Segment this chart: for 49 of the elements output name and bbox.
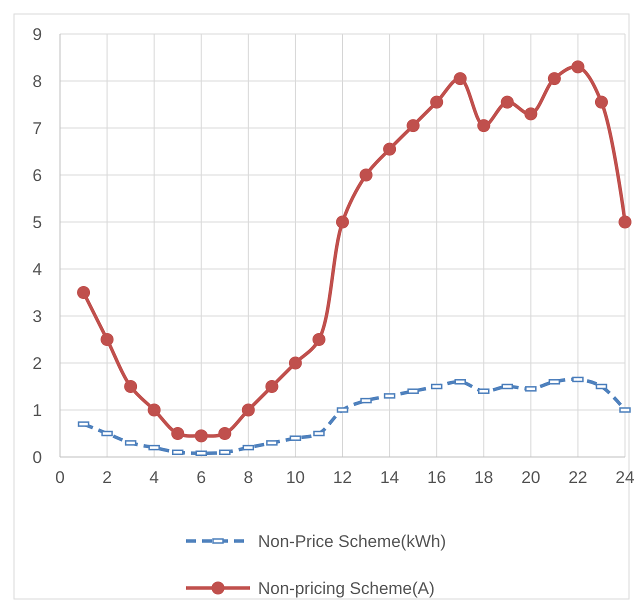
x-tick-label: 24 <box>616 468 634 487</box>
point <box>360 168 373 182</box>
x-tick-label: 6 <box>196 468 206 487</box>
point <box>406 119 420 132</box>
point <box>218 427 232 440</box>
x-tick-label: 18 <box>474 468 494 487</box>
y-tick-label: 5 <box>32 212 42 232</box>
y-tick-label: 8 <box>32 72 42 91</box>
point <box>430 96 444 109</box>
point <box>477 119 490 132</box>
x-tick-label: 4 <box>149 468 159 487</box>
y-tick-label: 3 <box>32 306 42 326</box>
point <box>618 216 632 228</box>
point <box>594 96 608 109</box>
x-tick-label: 10 <box>286 468 305 487</box>
x-tick-label: 20 <box>521 468 540 487</box>
x-tick-label: 16 <box>427 468 446 487</box>
point <box>524 107 538 120</box>
point <box>288 356 302 370</box>
x-tick-label: 22 <box>568 468 588 487</box>
legend-label: Non-Price Scheme(kWh) <box>258 532 446 551</box>
x-tick-label: 8 <box>244 468 254 487</box>
y-tick-label: 6 <box>32 166 42 185</box>
point <box>100 333 114 346</box>
x-tick-label: 0 <box>55 468 65 487</box>
x-tick-label: 2 <box>102 468 112 487</box>
point <box>194 429 208 442</box>
point <box>548 72 561 86</box>
point <box>171 427 184 440</box>
point <box>571 60 584 74</box>
y-tick-label: 1 <box>32 400 42 420</box>
y-tick-label: 4 <box>32 260 42 279</box>
legend-label: Non-pricing Scheme(A) <box>258 578 435 598</box>
point <box>148 404 161 416</box>
x-tick-label: 14 <box>380 468 400 487</box>
y-tick-label: 0 <box>32 448 42 467</box>
y-tick-label: 2 <box>32 354 42 373</box>
point <box>77 286 90 299</box>
point <box>454 72 467 86</box>
point <box>265 380 278 393</box>
point <box>312 333 326 346</box>
point <box>500 96 514 109</box>
point <box>242 404 255 416</box>
y-tick-label: 7 <box>32 118 42 138</box>
x-tick-label: 12 <box>333 468 352 487</box>
y-tick-label: 9 <box>32 24 42 44</box>
point <box>383 142 396 156</box>
point <box>336 216 349 228</box>
point <box>124 380 138 393</box>
